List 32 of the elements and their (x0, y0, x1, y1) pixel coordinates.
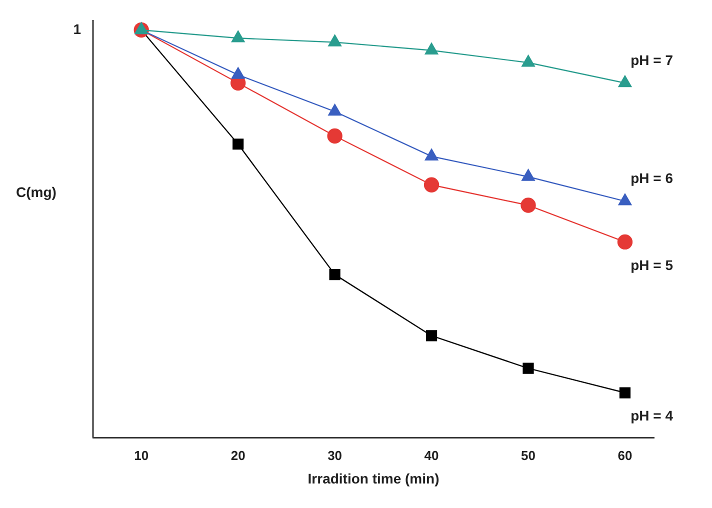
point (426, 330, 438, 342)
point (424, 177, 440, 192)
x-tick-label: 30 (328, 448, 342, 463)
point (328, 34, 342, 46)
point (617, 234, 633, 250)
point (618, 75, 632, 88)
point (522, 55, 535, 67)
x-tick-label: 20 (230, 448, 246, 463)
series-label: pH = 5 (630, 256, 674, 273)
point (619, 387, 631, 398)
y-axis-title: C(mg) (16, 184, 56, 200)
x-axis-title: Irradition time (min) (308, 470, 440, 486)
x-tick-label: 10 (134, 448, 149, 463)
point (522, 362, 534, 374)
point (424, 42, 438, 54)
text: 1 (73, 20, 82, 37)
point (231, 30, 245, 42)
point (618, 194, 632, 206)
x-tick-label: 60 (618, 448, 632, 463)
point (329, 269, 340, 280)
point (520, 198, 536, 213)
point (327, 128, 342, 144)
point (231, 67, 245, 79)
series-label: pH = 7 (630, 52, 674, 68)
series-label: pH = 6 (630, 170, 674, 186)
point (328, 104, 342, 116)
point (522, 169, 535, 181)
x-tick-label: 40 (424, 448, 439, 463)
point (424, 148, 438, 160)
x-tick-label: 50 (521, 448, 536, 463)
series-label: pH = 4 (630, 408, 674, 424)
point (232, 138, 244, 150)
